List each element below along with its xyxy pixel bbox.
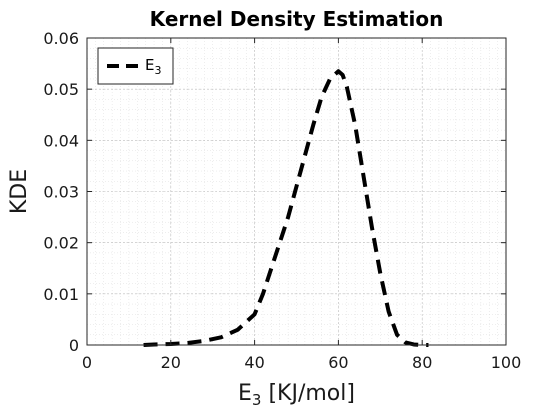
- y-tick-label: 0: [69, 336, 79, 355]
- legend-entry-label: E3: [145, 56, 161, 77]
- x-axis-label: E3 [KJ/mol]: [238, 381, 355, 409]
- tick-labels: 0 20 40 60 80 100 0 0.01 0.02 0.03 0.04 0.05 0.06: [43, 29, 521, 372]
- x-axis-label-subscript: 3: [252, 391, 262, 409]
- x-axis-label-base: E: [238, 381, 252, 406]
- y-tick-label: 0.05: [43, 80, 79, 99]
- legend-entry-subscript: 3: [154, 64, 161, 77]
- legend-entry-base: E: [145, 56, 154, 74]
- legend: E3: [97, 47, 174, 85]
- y-tick-label: 0.02: [43, 234, 79, 253]
- x-tick-label: 0: [82, 353, 92, 372]
- y-tick-label: 0.03: [43, 183, 79, 202]
- x-tick-label: 40: [244, 353, 264, 372]
- y-tick-label: 0.04: [43, 131, 79, 150]
- x-tick-label: 80: [412, 353, 432, 372]
- x-tick-label: 20: [161, 353, 181, 372]
- y-axis-label: KDE: [7, 169, 32, 214]
- series-line: [143, 69, 429, 347]
- axis-ticks: [86, 37, 507, 346]
- chart-title: Kernel Density Estimation: [150, 7, 444, 31]
- series-layer: [143, 69, 429, 347]
- y-tick-label: 0.01: [43, 285, 79, 304]
- x-tick-label: 60: [328, 353, 348, 372]
- y-tick-label: 0.06: [43, 29, 79, 48]
- x-axis-label-unit: [KJ/mol]: [261, 381, 355, 406]
- x-tick-label: 100: [491, 353, 522, 372]
